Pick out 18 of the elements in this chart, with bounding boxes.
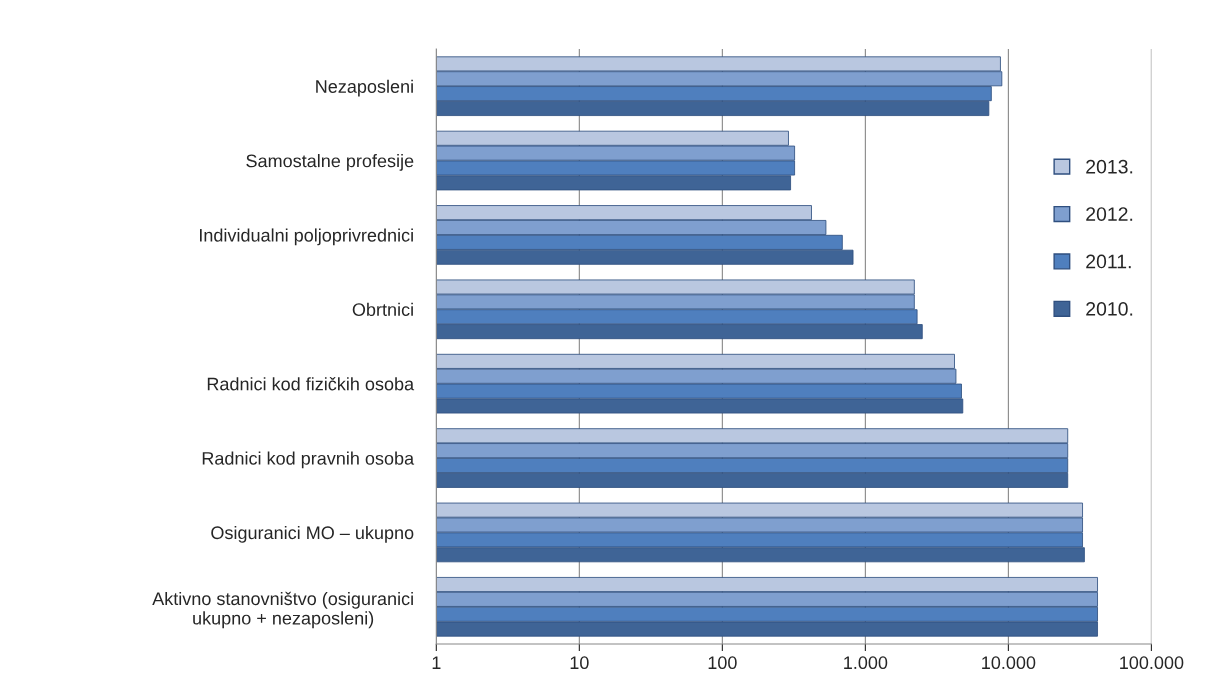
legend-label: 2013. bbox=[1086, 159, 1133, 174]
legend-label: 2010. bbox=[1086, 302, 1133, 316]
x-tick-label: 1.000 bbox=[844, 656, 888, 670]
x-tick-label: 100 bbox=[708, 656, 737, 670]
x-tick-label: 100.000 bbox=[1120, 656, 1184, 670]
legend-label: 2011. bbox=[1086, 254, 1131, 269]
y-tick-label: Aktivno stanovništvo (osiguranici ukupno + nezaposleni) bbox=[152, 591, 413, 629]
y-tick-label: Individualni poljoprivrednici bbox=[199, 228, 413, 246]
y-tick-label: Osiguranici MO – ukupno bbox=[211, 525, 414, 543]
y-tick-label: Obrtnici bbox=[352, 302, 413, 317]
y-tick-label: Radnici kod fizičkih osoba bbox=[207, 377, 415, 391]
legend-label: 2012. bbox=[1086, 207, 1133, 221]
y-tick-label: Radnici kod pravnih osoba bbox=[202, 451, 415, 469]
y-tick-label: Samostalne profesije bbox=[246, 154, 414, 171]
y-tick-label: Nezaposleni bbox=[316, 79, 413, 97]
x-tick-label: 10.000 bbox=[982, 656, 1036, 670]
x-tick-label: 1 bbox=[432, 656, 441, 669]
x-tick-label: 10 bbox=[570, 656, 589, 670]
